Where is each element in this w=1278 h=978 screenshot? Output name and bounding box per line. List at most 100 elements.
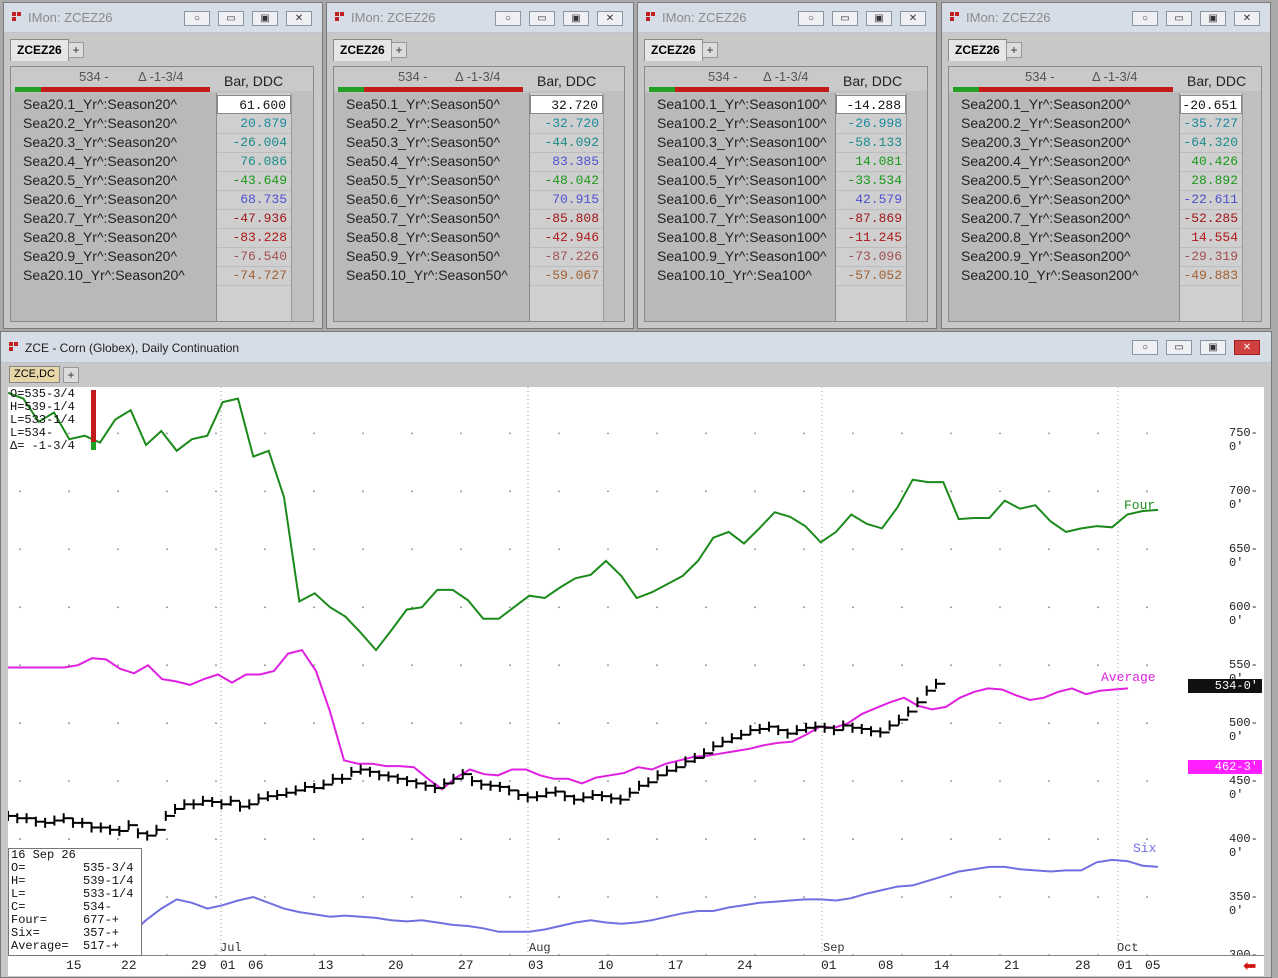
monitor-value-cell[interactable]: -42.946 [530, 228, 603, 248]
monitor-row-label[interactable]: Sea200.7_Yr^:Season200^ [961, 210, 1131, 226]
monitor-row-label[interactable]: Sea100.1_Yr^:Season100^ [657, 96, 827, 112]
pin-button[interactable]: ○ [1132, 340, 1158, 355]
monitor-value-cell[interactable]: -57.052 [836, 266, 906, 286]
minimize-button[interactable]: ▭ [832, 11, 858, 26]
monitor-row-label[interactable]: Sea100.8_Yr^:Season100^ [657, 229, 827, 245]
minimize-button[interactable]: ▭ [1166, 340, 1192, 355]
close-button[interactable]: ✕ [286, 11, 312, 26]
monitor-row-label[interactable]: Sea20.8_Yr^:Season20^ [23, 229, 178, 245]
monitor-row-label[interactable]: Sea100.3_Yr^:Season100^ [657, 134, 827, 150]
chart-tab-zce-dc[interactable]: ZCE,DC [9, 366, 60, 383]
monitor-row-label[interactable]: Sea200.5_Yr^:Season200^ [961, 172, 1131, 188]
monitor-value-cell[interactable]: -74.727 [217, 266, 291, 286]
maximize-button[interactable]: ▣ [866, 11, 892, 26]
monitor-value-cell[interactable]: -87.226 [530, 247, 603, 267]
monitor-value-cell[interactable]: -47.936 [217, 209, 291, 229]
pin-button[interactable]: ○ [495, 11, 521, 26]
minimize-button[interactable]: ▭ [1166, 11, 1192, 26]
close-button[interactable]: ✕ [900, 11, 926, 26]
add-tab-button[interactable]: + [68, 42, 84, 58]
monitor-row-label[interactable]: Sea50.2_Yr^:Season50^ [346, 115, 501, 131]
monitor-value-cell[interactable]: -32.720 [530, 114, 603, 134]
monitor-row-label[interactable]: Sea100.5_Yr^:Season100^ [657, 172, 827, 188]
monitor-row-label[interactable]: Sea50.7_Yr^:Season50^ [346, 210, 501, 226]
monitor-row-label[interactable]: Sea20.4_Yr^:Season20^ [23, 153, 178, 169]
monitor-value-cell[interactable]: -35.727 [1180, 114, 1242, 134]
monitor-value-cell[interactable]: -48.042 [530, 171, 603, 191]
monitor-value-cell[interactable]: -14.288 [836, 95, 906, 114]
monitor-value-cell[interactable]: 28.892 [1180, 171, 1242, 191]
monitor-value-cell[interactable]: 42.579 [836, 190, 906, 210]
monitor-value-cell[interactable]: 83.385 [530, 152, 603, 172]
maximize-button[interactable]: ▣ [252, 11, 278, 26]
price-axis[interactable]: 750-0'700-0'650-0'600-0'550-0'500-0'450-… [1186, 387, 1264, 976]
monitor-value-cell[interactable]: -20.651 [1180, 95, 1242, 114]
monitor-row-label[interactable]: Sea50.1_Yr^:Season50^ [346, 96, 501, 112]
monitor-value-cell[interactable]: -52.285 [1180, 209, 1242, 229]
monitor-value-cell[interactable]: -11.245 [836, 228, 906, 248]
monitor-value-cell[interactable]: -59.067 [530, 266, 603, 286]
monitor-row-label[interactable]: Sea20.2_Yr^:Season20^ [23, 115, 178, 131]
monitor-row-label[interactable]: Sea100.6_Yr^:Season100^ [657, 191, 827, 207]
monitor-row-label[interactable]: Sea200.8_Yr^:Season200^ [961, 229, 1131, 245]
add-tab-button[interactable]: + [1006, 42, 1022, 58]
minimize-button[interactable]: ▭ [218, 11, 244, 26]
monitor-value-cell[interactable]: -43.649 [217, 171, 291, 191]
add-tab-button[interactable]: + [702, 42, 718, 58]
monitor-value-cell[interactable]: -64.320 [1180, 133, 1242, 153]
monitor-titlebar[interactable]: IMon: ZCEZ26 ○ ▭ ▣ ✕ [638, 3, 936, 33]
monitor-value-cell[interactable]: -26.004 [217, 133, 291, 153]
monitor-row-label[interactable]: Sea20.6_Yr^:Season20^ [23, 191, 178, 207]
monitor-value-cell[interactable]: -87.869 [836, 209, 906, 229]
time-axis[interactable]: 15 22 29 01 06 13 20 27 03 10 17 24 01 08 14 21 28 01 05 [8, 955, 1264, 976]
monitor-value-cell[interactable]: -85.808 [530, 209, 603, 229]
monitor-value-cell[interactable]: -76.540 [217, 247, 291, 267]
monitor-value-cell[interactable]: 76.086 [217, 152, 291, 172]
monitor-row-label[interactable]: Sea20.10_Yr^:Season20^ [23, 267, 185, 283]
monitor-row-label[interactable]: Sea20.9_Yr^:Season20^ [23, 248, 178, 264]
monitor-row-label[interactable]: Sea200.9_Yr^:Season200^ [961, 248, 1131, 264]
monitor-row-label[interactable]: Sea200.10_Yr^:Season200^ [961, 267, 1139, 283]
monitor-value-cell[interactable]: 32.720 [530, 95, 603, 114]
monitor-window-1[interactable]: IMon: ZCEZ26 ○ ▭ ▣ ✕ ZCEZ26 + 534 - Δ -1… [3, 2, 323, 329]
monitor-tab[interactable]: ZCEZ26 [333, 39, 392, 61]
add-tab-button[interactable]: + [63, 367, 79, 383]
monitor-row-label[interactable]: Sea50.3_Yr^:Season50^ [346, 134, 501, 150]
monitor-window-2[interactable]: IMon: ZCEZ26 ○ ▭ ▣ ✕ ZCEZ26 + 534 - Δ -1… [326, 2, 634, 329]
chart-plot-area[interactable] [7, 387, 1186, 956]
pin-button[interactable]: ○ [798, 11, 824, 26]
monitor-row-label[interactable]: Sea50.8_Yr^:Season50^ [346, 229, 501, 245]
monitor-value-cell[interactable]: -33.534 [836, 171, 906, 191]
monitor-row-label[interactable]: Sea200.1_Yr^:Season200^ [961, 96, 1131, 112]
monitor-row-label[interactable]: Sea50.6_Yr^:Season50^ [346, 191, 501, 207]
monitor-value-cell[interactable]: 14.554 [1180, 228, 1242, 248]
monitor-titlebar[interactable]: IMon: ZCEZ26 ○ ▭ ▣ ✕ [4, 3, 322, 33]
monitor-row-label[interactable]: Sea50.9_Yr^:Season50^ [346, 248, 501, 264]
monitor-value-cell[interactable]: 68.735 [217, 190, 291, 210]
monitor-row-label[interactable]: Sea20.1_Yr^:Season20^ [23, 96, 178, 112]
close-button[interactable]: ✕ [597, 11, 623, 26]
monitor-tab[interactable]: ZCEZ26 [644, 39, 703, 61]
monitor-row-label[interactable]: Sea100.7_Yr^:Season100^ [657, 210, 827, 226]
maximize-button[interactable]: ▣ [563, 11, 589, 26]
monitor-titlebar[interactable]: IMon: ZCEZ26 ○ ▭ ▣ ✕ [327, 3, 633, 33]
monitor-value-cell[interactable]: -44.092 [530, 133, 603, 153]
minimize-button[interactable]: ▭ [529, 11, 555, 26]
monitor-row-label[interactable]: Sea100.9_Yr^:Season100^ [657, 248, 827, 264]
monitor-value-cell[interactable]: 40.426 [1180, 152, 1242, 172]
pin-button[interactable]: ○ [184, 11, 210, 26]
monitor-row-label[interactable]: Sea100.2_Yr^:Season100^ [657, 115, 827, 131]
scroll-right-arrow-icon[interactable]: ⬅ [1243, 958, 1257, 975]
monitor-value-cell[interactable]: -58.133 [836, 133, 906, 153]
monitor-row-label[interactable]: Sea200.2_Yr^:Season200^ [961, 115, 1131, 131]
monitor-value-cell[interactable]: -83.228 [217, 228, 291, 248]
monitor-value-cell[interactable]: -49.883 [1180, 266, 1242, 286]
close-button[interactable]: ✕ [1234, 340, 1260, 355]
monitor-row-label[interactable]: Sea100.4_Yr^:Season100^ [657, 153, 827, 169]
monitor-titlebar[interactable]: IMon: ZCEZ26 ○ ▭ ▣ ✕ [942, 3, 1270, 33]
monitor-tab[interactable]: ZCEZ26 [10, 39, 69, 61]
monitor-value-cell[interactable]: -29.319 [1180, 247, 1242, 267]
monitor-row-label[interactable]: Sea200.3_Yr^:Season200^ [961, 134, 1131, 150]
close-button[interactable]: ✕ [1234, 11, 1260, 26]
monitor-window-4[interactable]: IMon: ZCEZ26 ○ ▭ ▣ ✕ ZCEZ26 + 534 - Δ -1… [941, 2, 1271, 329]
